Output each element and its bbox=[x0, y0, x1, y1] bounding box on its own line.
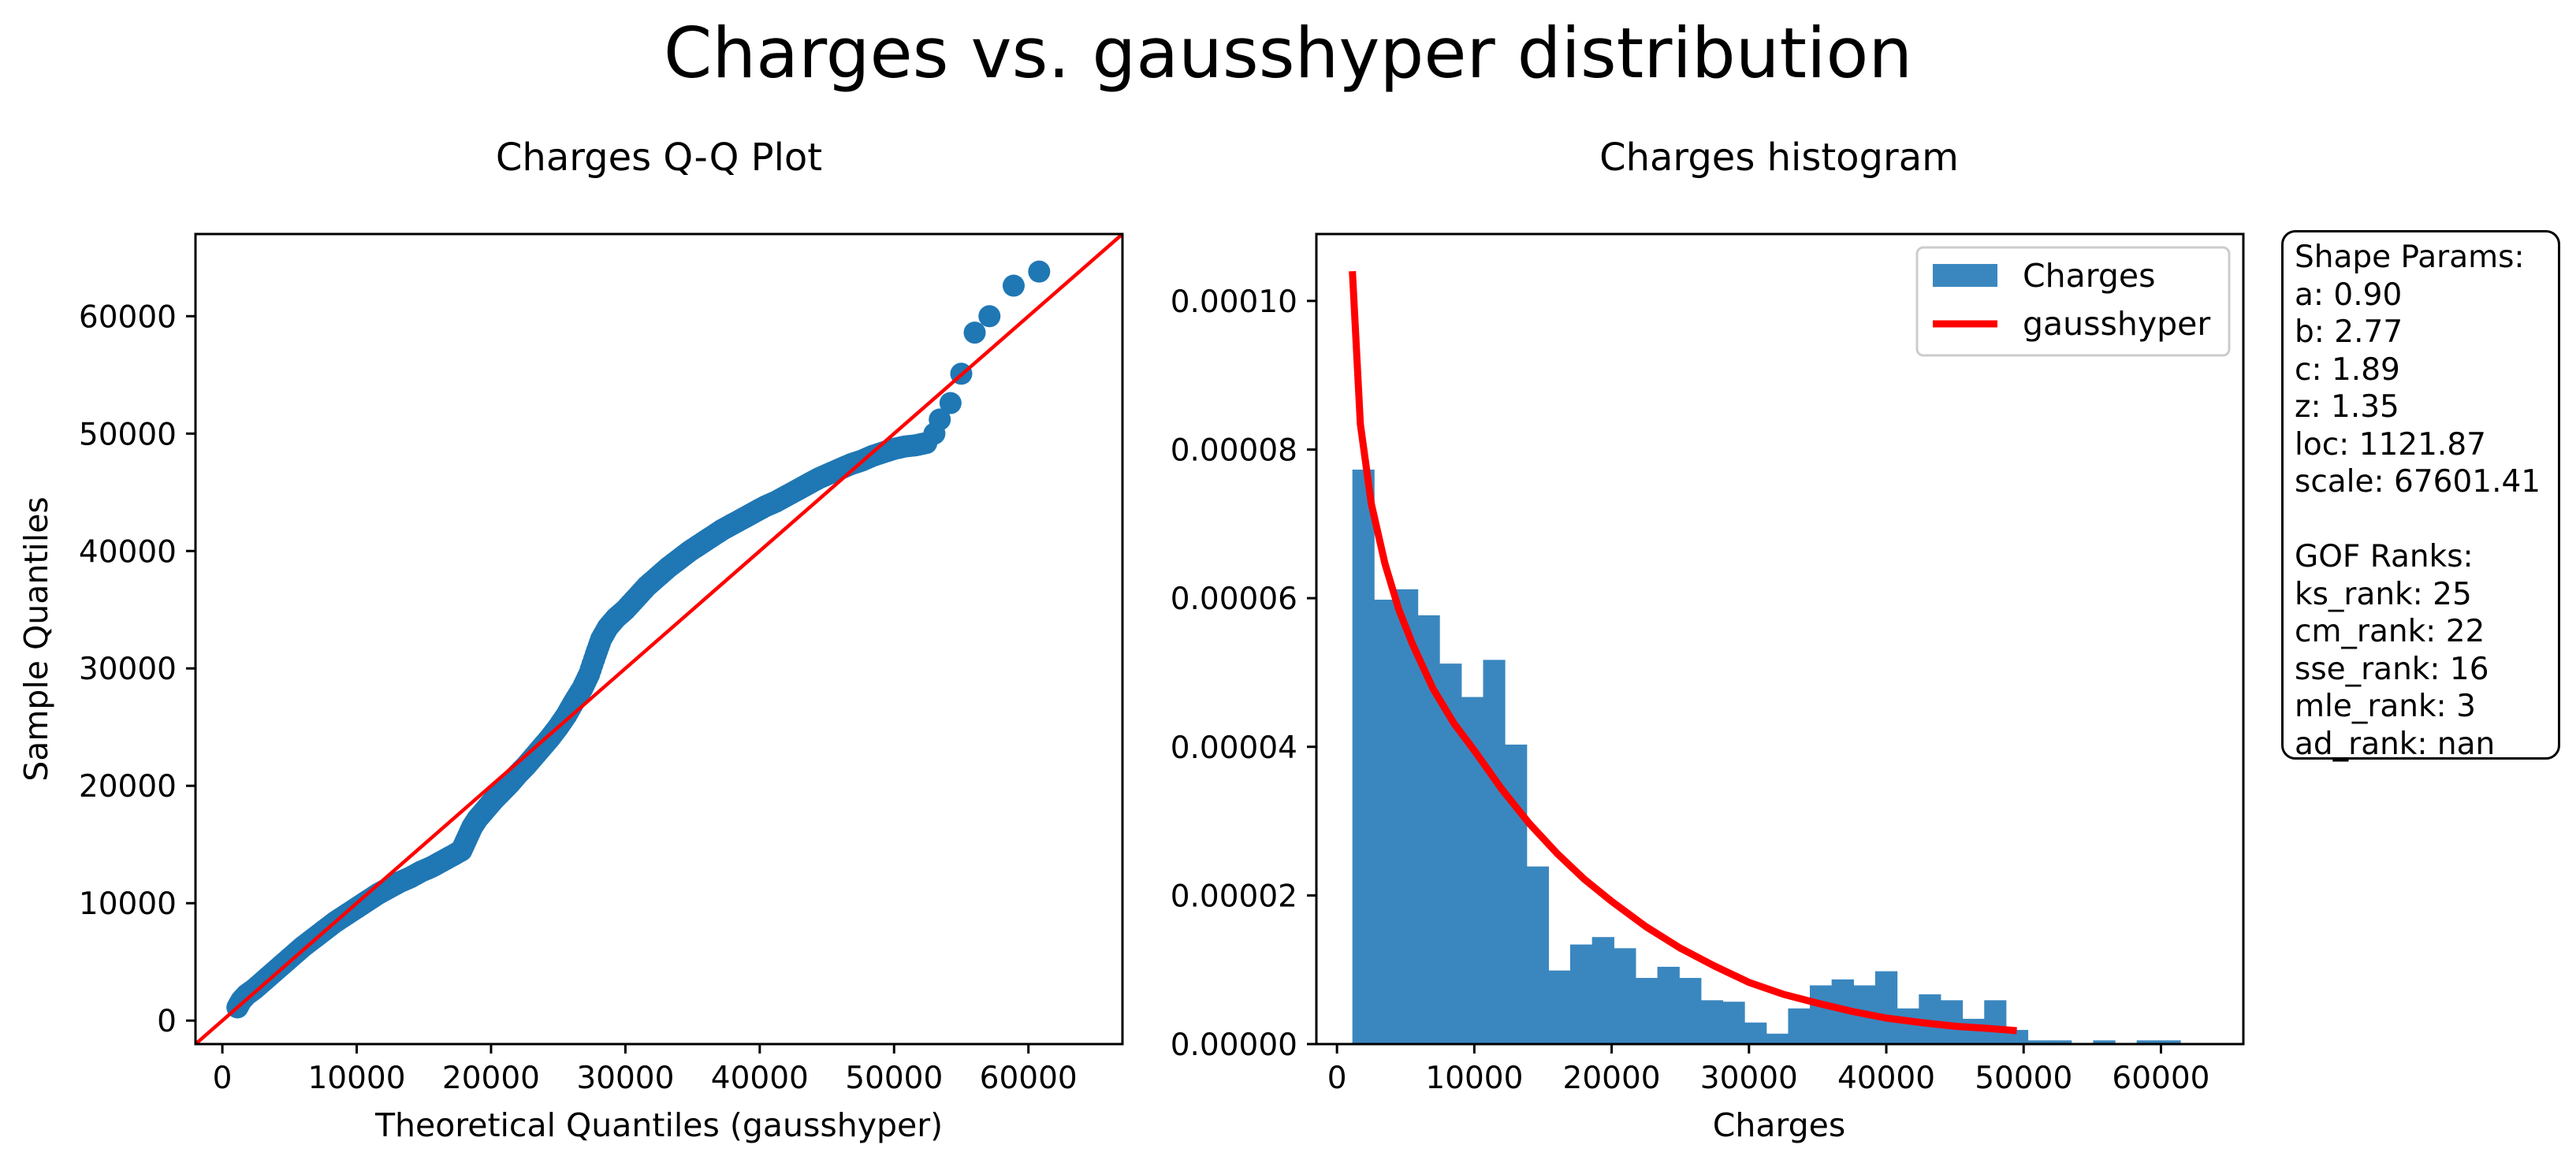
qq-x-tick-label: 30000 bbox=[576, 1061, 674, 1096]
histogram-bar bbox=[1352, 469, 1375, 1044]
qq-x-tick-label: 50000 bbox=[845, 1061, 943, 1096]
figure-title: Charges vs. gausshyper distribution bbox=[664, 13, 1912, 94]
histogram-bar bbox=[2027, 1040, 2050, 1044]
histogram-bar bbox=[2049, 1040, 2072, 1044]
histogram-bar bbox=[2093, 1040, 2116, 1044]
qq-point bbox=[978, 305, 1001, 328]
qq-point bbox=[939, 392, 962, 414]
info-box-line: ad_rank: nan bbox=[2295, 726, 2496, 762]
qq-point bbox=[1028, 260, 1051, 283]
qq-y-tick-label: 20000 bbox=[79, 769, 177, 805]
histogram-bar bbox=[1395, 589, 1419, 1044]
qq-x-tick-label: 20000 bbox=[442, 1061, 540, 1096]
histogram-bar bbox=[1679, 978, 1702, 1044]
histogram-bar bbox=[1548, 970, 1571, 1044]
qq-x-tick-label: 0 bbox=[213, 1061, 233, 1096]
info-box-line: sse_rank: 16 bbox=[2295, 651, 2489, 687]
histogram-x-tick-label: 0 bbox=[1327, 1061, 1347, 1096]
legend-swatch-charges bbox=[1933, 264, 1997, 287]
info-box-spacer bbox=[2295, 501, 2547, 539]
qq-plot-y-axis-label: Sample Quantiles bbox=[17, 496, 55, 782]
info-box-line: cm_rank: 22 bbox=[2295, 614, 2485, 649]
histogram-y-tick-label: 0.00008 bbox=[1171, 433, 1297, 469]
qq-y-tick-label: 60000 bbox=[79, 299, 177, 335]
histogram-bar bbox=[2158, 1040, 2181, 1044]
histogram-bar bbox=[1657, 966, 1680, 1044]
qq-plot-marks bbox=[194, 232, 1124, 1046]
histogram-bar bbox=[1766, 1033, 1789, 1044]
qq-plot-panel: Charges Q-Q Plot 0 10000 20000 30000 40000 50… bbox=[17, 136, 1124, 1144]
qq-plot-x-axis-label: Theoretical Quantiles (gausshyper) bbox=[374, 1106, 943, 1144]
histogram-bar bbox=[1591, 937, 1614, 1044]
histogram-legend: Charges gausshyper bbox=[1915, 246, 2231, 357]
histogram-bar bbox=[1788, 1008, 1811, 1044]
histogram-ticks: 0 10000 20000 30000 40000 50000 60000 0.00000 0.… bbox=[1171, 284, 2210, 1096]
qq-point bbox=[929, 408, 951, 431]
histogram-bar bbox=[1984, 1000, 2007, 1044]
histogram-bar bbox=[1614, 948, 1636, 1044]
histogram-bar bbox=[1700, 1000, 1724, 1044]
histogram-marks bbox=[1349, 270, 2181, 1044]
histogram-bar bbox=[1897, 1008, 1919, 1044]
info-box-line: scale: 67601.41 bbox=[2295, 464, 2541, 500]
qq-x-tick-label: 10000 bbox=[307, 1061, 405, 1096]
histogram-bar bbox=[2136, 1040, 2159, 1044]
histogram-bar bbox=[1874, 971, 1898, 1044]
histogram-bar bbox=[1744, 1022, 1767, 1044]
qq-y-tick-label: 0 bbox=[157, 1004, 177, 1039]
histogram-bar bbox=[1569, 944, 1593, 1044]
info-box-line: mle_rank: 3 bbox=[2295, 689, 2476, 724]
histogram-y-tick-label: 0.00000 bbox=[1171, 1028, 1297, 1063]
info-box-line: b: 2.77 bbox=[2295, 314, 2403, 350]
qq-x-tick-label: 60000 bbox=[980, 1061, 1078, 1096]
histogram-bar bbox=[1374, 600, 1397, 1044]
info-box-line: ks_rank: 25 bbox=[2295, 576, 2472, 612]
qq-y-tick-label: 40000 bbox=[79, 534, 177, 570]
histogram-y-tick-label: 0.00006 bbox=[1171, 582, 1297, 617]
params-info-box: Shape Params: a: 0.90 b: 2.77 c: 1.89 z: 1.3… bbox=[2281, 230, 2560, 762]
qq-x-tick-label: 40000 bbox=[711, 1061, 809, 1096]
info-box-line: a: 0.90 bbox=[2295, 277, 2403, 313]
histogram-y-tick-label: 0.00002 bbox=[1171, 879, 1297, 914]
histogram-bar bbox=[1526, 866, 1550, 1044]
histogram-x-tick-label: 60000 bbox=[2112, 1061, 2209, 1096]
gausshyper-fit-line bbox=[1349, 270, 2017, 1035]
histogram-y-tick-label: 0.00010 bbox=[1171, 284, 1297, 320]
histogram-x-tick-label: 40000 bbox=[1837, 1061, 1935, 1096]
histogram-bar bbox=[1483, 660, 1506, 1044]
histogram-y-tick-label: 0.00004 bbox=[1171, 730, 1297, 766]
qq-point bbox=[963, 321, 986, 344]
info-box-line: loc: 1121.87 bbox=[2295, 426, 2486, 463]
qq-plot-ticks: 0 10000 20000 30000 40000 50000 60000 0 10000 200… bbox=[79, 299, 1078, 1096]
info-box-line: z: 1.35 bbox=[2295, 389, 2399, 425]
info-box-line: Shape Params: bbox=[2295, 240, 2525, 275]
histogram-axes-border bbox=[1315, 232, 2245, 1046]
histogram-x-tick-label: 10000 bbox=[1425, 1061, 1523, 1096]
histogram-bar bbox=[1722, 1002, 1745, 1044]
histogram-panel: Charges histogram 0 10000 20000 30000 40000 5… bbox=[1171, 136, 2245, 1144]
histogram-title: Charges histogram bbox=[1599, 136, 1959, 180]
histogram-x-axis-label: Charges bbox=[1713, 1106, 1845, 1144]
qq-point bbox=[1002, 274, 1025, 297]
qq-plot-axes-border bbox=[194, 232, 1124, 1046]
histogram-bar bbox=[1635, 978, 1658, 1044]
legend-label-charges: Charges bbox=[2023, 257, 2155, 295]
histogram-bar bbox=[1505, 744, 1528, 1044]
histogram-bar bbox=[1809, 985, 1833, 1044]
legend-label-gausshyper: gausshyper bbox=[2023, 305, 2210, 343]
qq-y-tick-label: 30000 bbox=[79, 652, 177, 687]
qq-y-tick-label: 10000 bbox=[79, 886, 177, 922]
qq-y-tick-label: 50000 bbox=[79, 417, 177, 452]
histogram-x-tick-label: 50000 bbox=[1975, 1061, 2072, 1096]
histogram-x-tick-label: 30000 bbox=[1700, 1061, 1798, 1096]
qq-plot-title: Charges Q-Q Plot bbox=[496, 136, 822, 180]
info-box-line: GOF Ranks: bbox=[2295, 539, 2474, 574]
histogram-x-tick-label: 20000 bbox=[1563, 1061, 1661, 1096]
qq-reference-line bbox=[194, 232, 1124, 1046]
info-box-line: c: 1.89 bbox=[2295, 351, 2400, 388]
